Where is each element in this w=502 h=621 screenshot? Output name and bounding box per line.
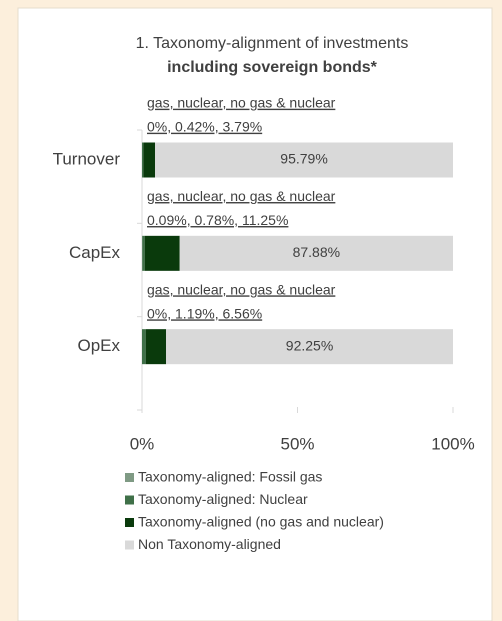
- bar-segment: [145, 329, 167, 365]
- category-label: OpEx: [77, 336, 120, 355]
- annotation: gas, nuclear, no gas & nuclear: [147, 281, 336, 297]
- bar-segment: [179, 235, 453, 271]
- chart-subtitle: including sovereign bonds*: [167, 59, 378, 76]
- annotation: 0%, 0.42%, 3.79%: [147, 119, 262, 135]
- x-tick-label: 50%: [280, 434, 314, 453]
- bar-segment: [142, 329, 146, 365]
- category-label: Turnover: [53, 149, 121, 168]
- annotation: 0.09%, 0.78%, 11.25%: [147, 212, 288, 228]
- value-label: 92.25%: [286, 337, 333, 353]
- bar-segment: [166, 329, 454, 365]
- value-label: 87.88%: [293, 244, 340, 260]
- legend-label: Taxonomy-aligned: Nuclear: [138, 491, 308, 507]
- annotation: gas, nuclear, no gas & nuclear: [147, 188, 336, 204]
- bar-segment: [142, 142, 144, 178]
- x-tick-label: 0%: [130, 434, 155, 453]
- legend-label: Taxonomy-aligned (no gas and nuclear): [138, 514, 384, 530]
- legend-swatch: [125, 540, 134, 550]
- annotation: 0%, 1.19%, 6.56%: [147, 305, 262, 321]
- legend-label: Non Taxonomy-aligned: [138, 536, 281, 552]
- bar-segment: [143, 142, 156, 178]
- chart-title: 1. Taxonomy-alignment of investments: [136, 35, 409, 52]
- annotation: gas, nuclear, no gas & nuclear: [147, 95, 336, 111]
- legend-label: Taxonomy-aligned: Fossil gas: [138, 469, 322, 485]
- x-tick-label: 100%: [431, 434, 474, 453]
- category-label: CapEx: [69, 243, 121, 262]
- bar-segment: [155, 142, 454, 178]
- value-label: 95.79%: [280, 151, 327, 167]
- bar-segment: [144, 235, 180, 271]
- panel: [17, 7, 493, 621]
- legend-swatch: [125, 473, 134, 482]
- legend-swatch: [125, 495, 134, 505]
- bar-segment: [142, 235, 145, 271]
- legend-swatch: [125, 518, 134, 527]
